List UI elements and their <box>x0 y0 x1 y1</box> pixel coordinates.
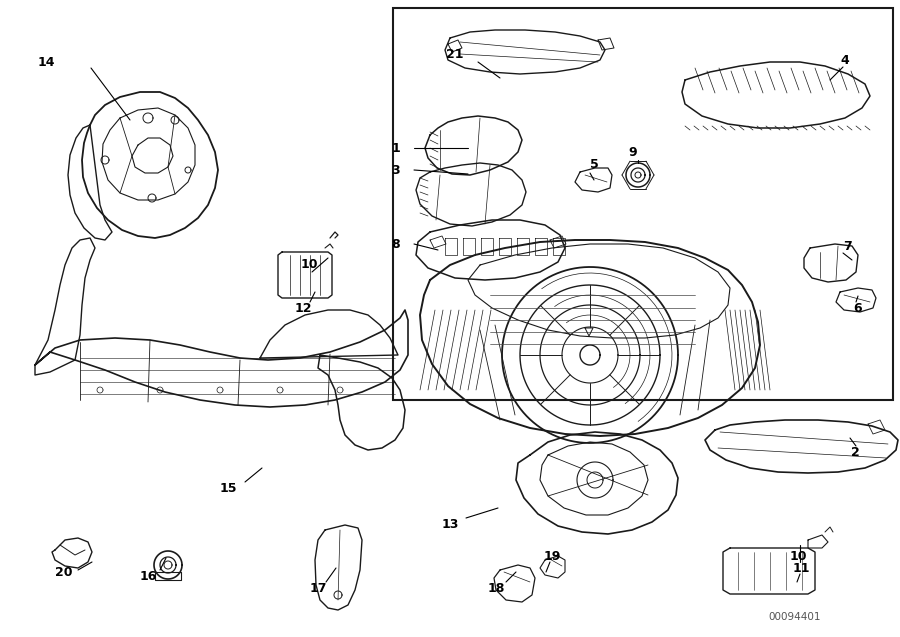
Text: 20: 20 <box>55 566 73 580</box>
Text: 2: 2 <box>850 445 860 459</box>
Text: 17: 17 <box>310 582 327 594</box>
Text: 13: 13 <box>441 517 459 531</box>
Text: 9: 9 <box>629 145 637 159</box>
Text: 14: 14 <box>37 55 55 69</box>
Text: 4: 4 <box>841 54 850 66</box>
Text: 7: 7 <box>843 240 852 252</box>
Text: 3: 3 <box>392 164 400 176</box>
Text: 18: 18 <box>487 582 505 594</box>
Text: 5: 5 <box>590 159 598 171</box>
Bar <box>393 8 893 400</box>
Text: 21: 21 <box>446 48 464 62</box>
Text: 10: 10 <box>789 550 806 562</box>
Text: 16: 16 <box>140 569 157 582</box>
Text: 6: 6 <box>854 301 862 315</box>
Text: 8: 8 <box>392 238 400 250</box>
Text: 1: 1 <box>392 141 400 155</box>
Text: 15: 15 <box>220 482 237 494</box>
Text: 12: 12 <box>294 301 311 315</box>
Text: 19: 19 <box>544 550 561 562</box>
Text: 10: 10 <box>301 259 318 271</box>
Text: 00094401: 00094401 <box>769 612 821 622</box>
Text: 11: 11 <box>792 561 810 575</box>
